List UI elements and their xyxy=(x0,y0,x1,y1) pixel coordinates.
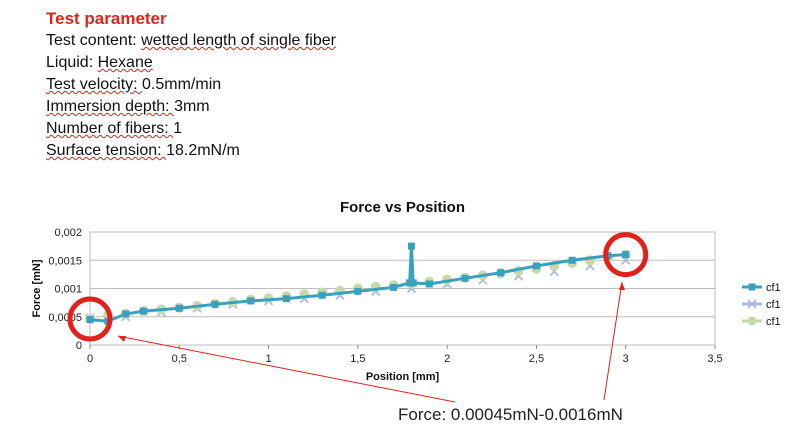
parameter-label: Test velocity: xyxy=(46,76,143,93)
parameter-value: 1 xyxy=(173,120,183,137)
force-range-annotation: Force: 0.00045mN-0.0016mN xyxy=(398,405,623,424)
parameter-value: 18.2mN/m xyxy=(166,142,240,159)
legend-label: cf1 xyxy=(766,299,781,311)
parameter-line: Number of fibers: 1 xyxy=(46,118,336,140)
x-tick-label: 0 xyxy=(87,353,93,365)
parameter-line: Test content: wetted length of single fi… xyxy=(46,30,336,52)
y-tick-label: 0,002 xyxy=(54,227,82,239)
data-point xyxy=(175,304,183,312)
x-tick-label: 2,5 xyxy=(529,353,544,365)
x-tick-label: 3 xyxy=(623,353,629,365)
data-point xyxy=(211,300,219,308)
data-point xyxy=(354,287,362,295)
parameter-value: wetted length of single fiber xyxy=(141,32,336,49)
data-point xyxy=(318,291,326,299)
parameter-label: Immersion depth: xyxy=(46,98,175,115)
y-tick-label: 0,0015 xyxy=(48,255,82,267)
data-point xyxy=(86,316,94,324)
data-point xyxy=(122,310,130,318)
annotation-arrow xyxy=(603,281,623,401)
test-parameters: Test parameter Test content: wetted leng… xyxy=(46,8,336,162)
data-point xyxy=(247,297,255,305)
parameter-line: Test velocity: 0.5mm/min xyxy=(46,74,336,96)
data-point xyxy=(532,262,540,270)
x-tick-label: 3,5 xyxy=(707,353,722,365)
annotation-arrowhead xyxy=(619,282,625,290)
parameter-label: Surface tension: xyxy=(46,142,167,159)
data-point xyxy=(409,279,417,287)
data-point xyxy=(568,256,576,264)
annotation-arrowhead xyxy=(118,336,126,342)
y-tick-label: 0,001 xyxy=(54,284,82,296)
parameter-value: Hexane xyxy=(97,54,153,71)
legend-marker xyxy=(748,283,756,291)
legend-label: cf1 xyxy=(766,316,781,328)
parameter-value: 0.5mm/min xyxy=(142,76,222,93)
parameter-label: Test content: xyxy=(46,32,142,49)
data-point xyxy=(140,307,148,315)
data-point xyxy=(390,283,398,291)
x-axis-label: Position [mm] xyxy=(366,371,440,383)
legend-marker xyxy=(747,316,757,326)
start-highlight-circle xyxy=(67,296,113,342)
parameter-label: Liquid: xyxy=(46,54,98,71)
end-highlight-circle xyxy=(603,232,649,278)
parameter-label: Number of fibers: xyxy=(46,120,174,137)
data-point xyxy=(461,274,469,282)
force-vs-position-chart: Force vs Position 0 0,0005 0,001 0,0015 0,002… xyxy=(31,199,781,403)
parameter-value: 3mm xyxy=(174,98,210,115)
data-point xyxy=(497,269,505,277)
legend-marker xyxy=(747,299,757,309)
data-point xyxy=(425,280,433,288)
parameter-list: Test content: wetted length of single fi… xyxy=(46,30,336,162)
data-point xyxy=(407,242,415,250)
parameters-title: Test parameter xyxy=(46,9,167,28)
y-tick-label: 0 xyxy=(76,340,82,352)
data-point xyxy=(406,279,414,287)
annotation-arrow xyxy=(117,335,456,403)
x-tick-label: 2 xyxy=(444,353,450,365)
x-tick-label: 1 xyxy=(266,353,272,365)
y-tick-label: 0,0005 xyxy=(48,312,82,324)
chart-title: Force vs Position xyxy=(340,199,465,216)
legend-label: cf1 xyxy=(766,282,781,294)
data-point xyxy=(622,251,630,259)
parameter-line: Immersion depth: 3mm xyxy=(46,96,336,118)
data-point xyxy=(282,295,290,303)
parameter-line: Liquid: Hexane xyxy=(46,52,336,74)
parameter-line: Surface tension: 18.2mN/m xyxy=(46,140,336,162)
x-tick-label: 1,5 xyxy=(350,353,365,365)
x-tick-label: 0,5 xyxy=(172,353,187,365)
y-axis-label: Force [mN] xyxy=(31,259,43,317)
